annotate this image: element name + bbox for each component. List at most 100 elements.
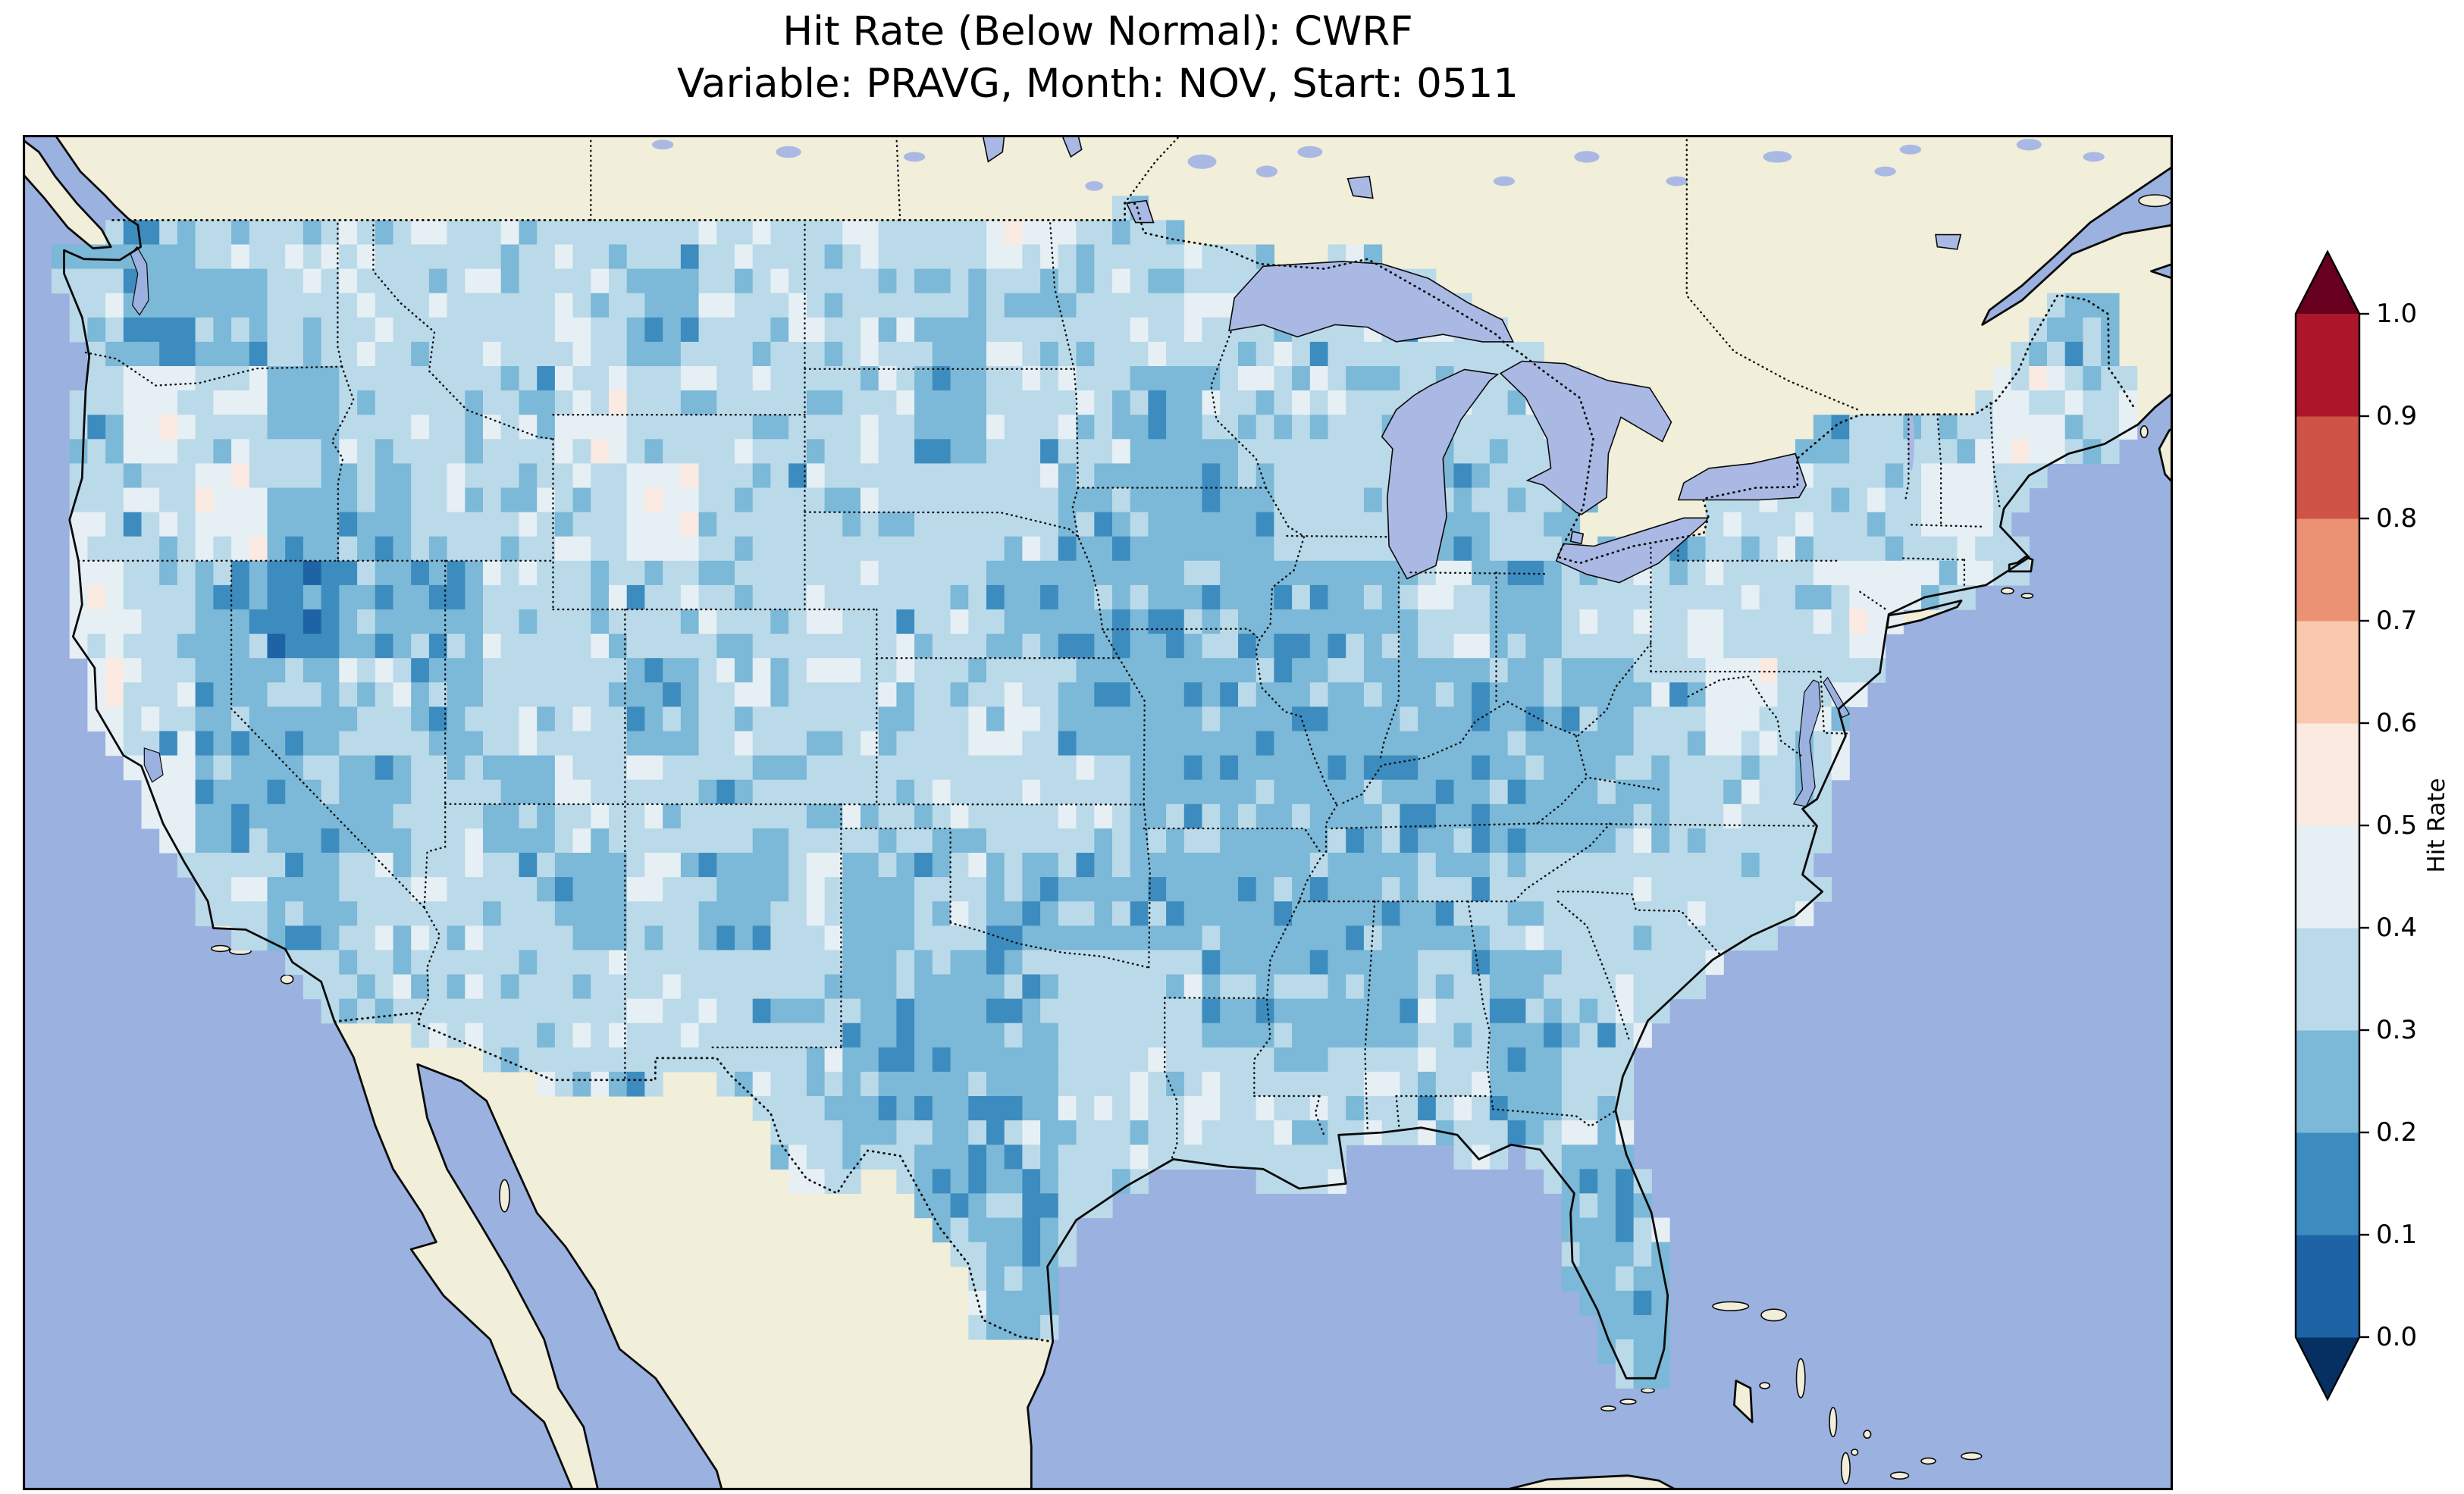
grid-cell (483, 682, 502, 707)
grid-cell (788, 390, 807, 415)
grid-cell (861, 341, 879, 367)
grid-cell (231, 536, 250, 562)
grid-cell (1112, 560, 1131, 586)
grid-cell (1112, 317, 1131, 343)
grid-cell (950, 926, 969, 951)
grid-cell (267, 439, 286, 464)
grid-cell (1346, 560, 1365, 586)
grid-cell (393, 268, 412, 294)
grid-cell (141, 584, 160, 610)
grid-cell (1561, 998, 1581, 1024)
grid-cell (572, 220, 591, 246)
grid-cell (735, 293, 754, 318)
grid-cell (716, 390, 735, 415)
grid-cell (447, 244, 466, 270)
grid-cell (1885, 439, 1904, 464)
grid-cell (896, 828, 915, 853)
grid-cell (1489, 536, 1509, 562)
grid-cell (1256, 536, 1274, 562)
grid-cell (680, 244, 700, 270)
grid-cell (1669, 584, 1688, 610)
grid-cell (1507, 415, 1526, 440)
grid-cell (1453, 463, 1472, 489)
grid-cell (1328, 439, 1346, 464)
grid-cell (986, 779, 1005, 805)
grid-cell (861, 1023, 879, 1048)
grid-cell (231, 803, 250, 829)
grid-cell (716, 439, 735, 464)
grid-cell (231, 341, 250, 367)
grid-cell (1058, 974, 1077, 1000)
grid-cell (1148, 877, 1167, 902)
grid-cell (177, 268, 196, 294)
grid-cell (861, 268, 879, 294)
grid-cell (968, 584, 987, 610)
grid-cell (1705, 731, 1724, 756)
grid-cell (411, 439, 430, 464)
grid-cell (177, 731, 196, 756)
grid-cell (1975, 463, 1994, 489)
grid-cell (1148, 366, 1167, 391)
grid-cell (1597, 828, 1616, 853)
grid-cell (1561, 1071, 1581, 1097)
grid-cell (428, 244, 448, 270)
grid-cell (1544, 1071, 1563, 1097)
grid-cell (1453, 926, 1472, 951)
grid-cell (1148, 779, 1167, 805)
grid-cell (878, 220, 897, 246)
grid-cell (1328, 828, 1346, 853)
grid-cell (195, 779, 214, 805)
grid-cell (213, 415, 232, 440)
grid-cell (231, 901, 250, 926)
grid-cell (1076, 415, 1095, 440)
grid-cell (932, 706, 951, 732)
grid-cell (1309, 439, 1329, 464)
grid-cell (1112, 1071, 1131, 1097)
grid-cell (878, 828, 897, 853)
grid-cell (1885, 463, 1904, 489)
grid-cell (1363, 1047, 1383, 1073)
grid-cell (1723, 609, 1742, 634)
grid-cell (1597, 1217, 1616, 1243)
grid-cell (680, 1047, 700, 1073)
grid-cell (1202, 1023, 1221, 1048)
grid-cell (500, 584, 519, 610)
grid-cell (1112, 877, 1131, 902)
grid-cell (663, 779, 682, 805)
grid-cell (1939, 560, 1958, 586)
grid-cell (1597, 1266, 1616, 1292)
grid-cell (878, 731, 897, 756)
grid-cell (2064, 317, 2083, 343)
grid-cell (914, 415, 933, 440)
grid-cell (752, 998, 771, 1024)
grid-cell (411, 634, 430, 659)
grid-cell (2118, 390, 2138, 415)
grid-cell (1615, 1023, 1635, 1048)
grid-cell (285, 341, 304, 367)
grid-cell (1400, 731, 1419, 756)
small-lake (1085, 181, 1104, 191)
grid-cell (609, 536, 628, 562)
grid-cell (1777, 731, 1796, 756)
grid-cell (159, 609, 178, 634)
grid-cell (1202, 731, 1221, 756)
grid-cell (1741, 536, 1760, 562)
grid-cell (465, 658, 484, 683)
grid-cell (1723, 853, 1742, 878)
grid-cell (950, 1071, 969, 1097)
grid-cell (644, 463, 663, 489)
grid-cell (428, 950, 448, 976)
grid-cell (428, 974, 448, 1000)
grid-cell (303, 731, 322, 756)
grid-cell (141, 609, 160, 634)
grid-cell (1148, 463, 1167, 489)
grid-cell (411, 268, 430, 294)
grid-cell (447, 828, 466, 853)
grid-cell (626, 1071, 645, 1097)
grid-cell (1148, 1023, 1167, 1048)
grid-cell (609, 731, 628, 756)
grid-cell (806, 1120, 826, 1145)
grid-cell (357, 439, 376, 464)
grid-cell (914, 803, 933, 829)
grid-cell (968, 1266, 987, 1292)
